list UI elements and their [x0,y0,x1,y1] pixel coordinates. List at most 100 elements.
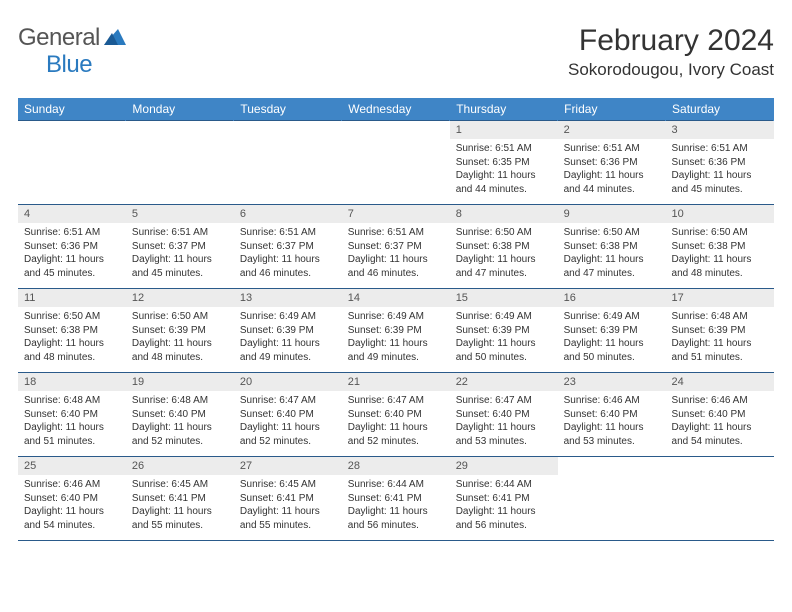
calendar-page: General February 2024 Sokorodougou, Ivor… [0,0,792,612]
calendar-day-cell: 8Sunrise: 6:50 AMSunset: 6:38 PMDaylight… [450,205,558,289]
day-details: Sunrise: 6:49 AMSunset: 6:39 PMDaylight:… [342,307,450,372]
calendar-day-cell: 29Sunrise: 6:44 AMSunset: 6:41 PMDayligh… [450,457,558,541]
day-number: 20 [234,373,342,391]
day-number [666,457,774,475]
calendar-day-cell: 9Sunrise: 6:50 AMSunset: 6:38 PMDaylight… [558,205,666,289]
day-number [234,121,342,139]
day-details: Sunrise: 6:51 AMSunset: 6:36 PMDaylight:… [558,139,666,204]
day-number: 21 [342,373,450,391]
dayname-thu: Thursday [450,98,558,121]
calendar-week-row: 11Sunrise: 6:50 AMSunset: 6:38 PMDayligh… [18,289,774,373]
day-details: Sunrise: 6:51 AMSunset: 6:37 PMDaylight:… [234,223,342,288]
day-number [126,121,234,139]
day-details: Sunrise: 6:51 AMSunset: 6:37 PMDaylight:… [342,223,450,288]
day-number: 27 [234,457,342,475]
day-number: 7 [342,205,450,223]
calendar-day-cell: 6Sunrise: 6:51 AMSunset: 6:37 PMDaylight… [234,205,342,289]
day-details: Sunrise: 6:49 AMSunset: 6:39 PMDaylight:… [558,307,666,372]
calendar-day-cell: 5Sunrise: 6:51 AMSunset: 6:37 PMDaylight… [126,205,234,289]
day-number: 22 [450,373,558,391]
day-number: 11 [18,289,126,307]
calendar-day-cell: 28Sunrise: 6:44 AMSunset: 6:41 PMDayligh… [342,457,450,541]
calendar-day-cell: 3Sunrise: 6:51 AMSunset: 6:36 PMDaylight… [666,121,774,205]
calendar-week-row: 18Sunrise: 6:48 AMSunset: 6:40 PMDayligh… [18,373,774,457]
logo-text-gray: General [18,24,100,52]
day-details: Sunrise: 6:44 AMSunset: 6:41 PMDaylight:… [342,475,450,540]
day-details: Sunrise: 6:47 AMSunset: 6:40 PMDaylight:… [450,391,558,456]
calendar-day-cell [666,457,774,541]
calendar-day-cell: 20Sunrise: 6:47 AMSunset: 6:40 PMDayligh… [234,373,342,457]
dayname-mon: Monday [126,98,234,121]
day-number: 17 [666,289,774,307]
day-details: Sunrise: 6:49 AMSunset: 6:39 PMDaylight:… [450,307,558,372]
calendar-day-cell: 10Sunrise: 6:50 AMSunset: 6:38 PMDayligh… [666,205,774,289]
logo-triangle-icon [104,27,126,50]
calendar-day-cell: 12Sunrise: 6:50 AMSunset: 6:39 PMDayligh… [126,289,234,373]
calendar-day-cell: 2Sunrise: 6:51 AMSunset: 6:36 PMDaylight… [558,121,666,205]
day-details: Sunrise: 6:49 AMSunset: 6:39 PMDaylight:… [234,307,342,372]
calendar-day-cell: 26Sunrise: 6:45 AMSunset: 6:41 PMDayligh… [126,457,234,541]
day-number: 23 [558,373,666,391]
dayname-row: Sunday Monday Tuesday Wednesday Thursday… [18,98,774,121]
calendar-day-cell [342,121,450,205]
day-number: 8 [450,205,558,223]
calendar-day-cell: 23Sunrise: 6:46 AMSunset: 6:40 PMDayligh… [558,373,666,457]
dayname-wed: Wednesday [342,98,450,121]
day-number: 16 [558,289,666,307]
day-details: Sunrise: 6:45 AMSunset: 6:41 PMDaylight:… [126,475,234,540]
calendar-day-cell [558,457,666,541]
day-details: Sunrise: 6:47 AMSunset: 6:40 PMDaylight:… [234,391,342,456]
day-details: Sunrise: 6:51 AMSunset: 6:36 PMDaylight:… [666,139,774,204]
calendar-day-cell: 13Sunrise: 6:49 AMSunset: 6:39 PMDayligh… [234,289,342,373]
calendar-day-cell [126,121,234,205]
dayname-tue: Tuesday [234,98,342,121]
day-number: 6 [234,205,342,223]
day-number: 5 [126,205,234,223]
calendar-day-cell: 11Sunrise: 6:50 AMSunset: 6:38 PMDayligh… [18,289,126,373]
dayname-fri: Friday [558,98,666,121]
day-details: Sunrise: 6:45 AMSunset: 6:41 PMDaylight:… [234,475,342,540]
calendar-day-cell: 4Sunrise: 6:51 AMSunset: 6:36 PMDaylight… [18,205,126,289]
day-number: 15 [450,289,558,307]
calendar-day-cell: 22Sunrise: 6:47 AMSunset: 6:40 PMDayligh… [450,373,558,457]
day-details: Sunrise: 6:47 AMSunset: 6:40 PMDaylight:… [342,391,450,456]
calendar-day-cell: 7Sunrise: 6:51 AMSunset: 6:37 PMDaylight… [342,205,450,289]
day-details: Sunrise: 6:48 AMSunset: 6:39 PMDaylight:… [666,307,774,372]
day-number [342,121,450,139]
day-details: Sunrise: 6:50 AMSunset: 6:38 PMDaylight:… [18,307,126,372]
day-details: Sunrise: 6:46 AMSunset: 6:40 PMDaylight:… [666,391,774,456]
month-title: February 2024 [568,24,774,58]
calendar-day-cell: 25Sunrise: 6:46 AMSunset: 6:40 PMDayligh… [18,457,126,541]
logo-text-blue: Blue [46,51,92,78]
day-details: Sunrise: 6:51 AMSunset: 6:35 PMDaylight:… [450,139,558,204]
day-details: Sunrise: 6:51 AMSunset: 6:37 PMDaylight:… [126,223,234,288]
day-details: Sunrise: 6:44 AMSunset: 6:41 PMDaylight:… [450,475,558,540]
day-number: 25 [18,457,126,475]
calendar-week-row: 25Sunrise: 6:46 AMSunset: 6:40 PMDayligh… [18,457,774,541]
day-number: 19 [126,373,234,391]
day-number [18,121,126,139]
calendar-day-cell: 17Sunrise: 6:48 AMSunset: 6:39 PMDayligh… [666,289,774,373]
dayname-sun: Sunday [18,98,126,121]
day-details: Sunrise: 6:48 AMSunset: 6:40 PMDaylight:… [126,391,234,456]
day-number: 14 [342,289,450,307]
day-number: 28 [342,457,450,475]
calendar-day-cell: 1Sunrise: 6:51 AMSunset: 6:35 PMDaylight… [450,121,558,205]
day-details: Sunrise: 6:46 AMSunset: 6:40 PMDaylight:… [18,475,126,540]
day-number: 24 [666,373,774,391]
day-number: 13 [234,289,342,307]
calendar-day-cell [234,121,342,205]
day-number: 29 [450,457,558,475]
calendar-day-cell: 18Sunrise: 6:48 AMSunset: 6:40 PMDayligh… [18,373,126,457]
location-label: Sokorodougou, Ivory Coast [568,60,774,80]
calendar-day-cell: 16Sunrise: 6:49 AMSunset: 6:39 PMDayligh… [558,289,666,373]
calendar-day-cell: 21Sunrise: 6:47 AMSunset: 6:40 PMDayligh… [342,373,450,457]
day-number: 18 [18,373,126,391]
calendar-table: Sunday Monday Tuesday Wednesday Thursday… [18,98,774,542]
calendar-day-cell: 19Sunrise: 6:48 AMSunset: 6:40 PMDayligh… [126,373,234,457]
calendar-day-cell: 24Sunrise: 6:46 AMSunset: 6:40 PMDayligh… [666,373,774,457]
calendar-day-cell: 14Sunrise: 6:49 AMSunset: 6:39 PMDayligh… [342,289,450,373]
day-number: 4 [18,205,126,223]
day-number: 12 [126,289,234,307]
day-number: 9 [558,205,666,223]
